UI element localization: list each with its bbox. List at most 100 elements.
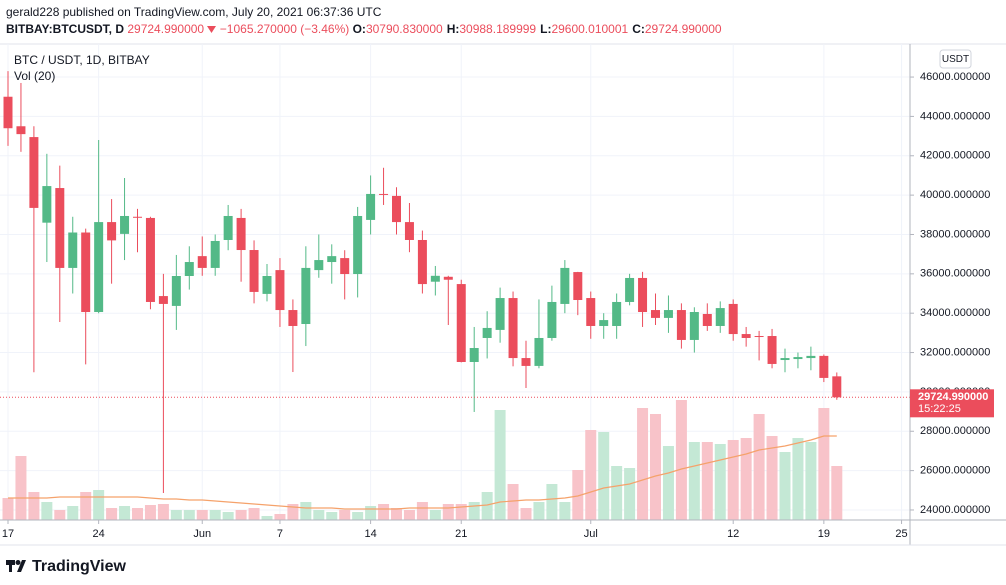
volume-bar — [416, 502, 428, 520]
candle-body — [728, 303, 738, 335]
x-tick-label: 14 — [364, 528, 376, 540]
candle-body — [819, 355, 829, 378]
y-tick-label: 24000.000000 — [920, 504, 990, 516]
volume-bar — [701, 442, 713, 520]
volume-bar — [507, 484, 519, 520]
ohlc-label: H: — [446, 22, 460, 36]
candle-body — [171, 275, 181, 306]
candle-body — [197, 256, 207, 268]
candle-body — [676, 310, 686, 340]
volume-bar — [287, 504, 299, 520]
symbol-line: BITBAY:BTCUSDT, D 29724.990000 −1065.270… — [6, 22, 726, 36]
volume-bar — [546, 484, 558, 520]
candle-body — [55, 188, 65, 268]
candle-body — [94, 222, 104, 313]
candle-body — [508, 298, 518, 359]
candle-body — [482, 327, 492, 338]
volume-bar — [67, 506, 79, 520]
volume-bar — [572, 470, 584, 520]
x-tick-label: Jun — [193, 528, 211, 540]
candle-body — [586, 298, 596, 326]
volume-bar — [688, 442, 700, 520]
volume-bar — [779, 452, 791, 520]
candle-body — [638, 277, 648, 313]
candle-body — [184, 262, 194, 276]
x-tick-label: 12 — [727, 528, 739, 540]
candle-body — [547, 301, 557, 338]
candle-body — [3, 96, 13, 129]
change: −1065.270000 (−3.46%) — [219, 22, 350, 36]
currency-button[interactable] — [939, 49, 972, 69]
candle-body — [534, 337, 544, 366]
volume-bar — [274, 514, 286, 520]
candle-body — [16, 126, 26, 135]
y-tick-label: 38000.000000 — [920, 228, 990, 240]
candle-body — [314, 260, 324, 271]
candle-body — [702, 313, 712, 326]
volume-bar — [792, 438, 804, 520]
y-tick-label: 28000.000000 — [920, 425, 990, 437]
candle-body — [42, 186, 52, 223]
candle-body — [456, 284, 466, 362]
volume-bar — [831, 466, 843, 520]
volume-bar — [248, 508, 260, 520]
ohlc-label: L: — [540, 22, 552, 36]
volume-ma-line — [8, 435, 837, 510]
candle-body — [301, 267, 311, 325]
plot — [0, 71, 910, 520]
price: 29724.990000 — [127, 22, 205, 36]
candle-body — [275, 270, 285, 311]
candle-body — [625, 277, 635, 302]
candle-body — [741, 334, 751, 338]
x-tick-label: 25 — [895, 528, 907, 540]
candle-body — [495, 298, 505, 330]
volume-bar — [119, 506, 131, 520]
volume-bar — [93, 490, 105, 520]
volume-bar — [28, 492, 40, 520]
ohlc-value: 29600.010001 — [551, 22, 629, 36]
candle-body — [780, 358, 790, 361]
volume-bar — [442, 504, 454, 520]
candle-body — [107, 222, 117, 241]
publisher-line: gerald228 published on TradingView.com, … — [6, 5, 382, 19]
candle-body — [832, 376, 842, 398]
volume-title: Vol (20) — [14, 69, 55, 83]
logo — [6, 560, 26, 572]
volume-bar — [261, 516, 273, 520]
x-tick-label: 24 — [93, 528, 105, 540]
volume-bar — [378, 504, 390, 520]
candle-body — [599, 320, 609, 326]
volume-bar — [805, 442, 817, 520]
volume-bar — [455, 504, 467, 520]
volume-bar — [80, 492, 92, 520]
x-tick-label: 17 — [2, 528, 14, 540]
ohlc-value: 30790.830000 — [365, 22, 443, 36]
volume-bar — [15, 456, 27, 520]
volume-bar — [533, 502, 545, 520]
candle-body — [689, 312, 699, 340]
candle-body — [793, 357, 803, 360]
volume-bar — [170, 510, 182, 520]
y-tick-label: 40000.000000 — [920, 189, 990, 201]
volume-bar — [196, 510, 208, 520]
candle-body — [81, 232, 91, 313]
candle-body — [469, 348, 479, 362]
candle-body — [573, 272, 583, 301]
y-tick-label: 36000.000000 — [920, 268, 990, 280]
x-tick-label: 21 — [455, 528, 467, 540]
candle-body — [404, 222, 414, 240]
last-price-tag — [910, 389, 994, 418]
volume-bar — [106, 508, 118, 520]
candle-body — [340, 258, 350, 275]
volume-bar — [520, 508, 532, 520]
volume-bar — [403, 510, 415, 520]
volume-bar — [624, 468, 636, 520]
candle-body — [236, 217, 246, 251]
brand: TradingView — [32, 558, 127, 575]
candle-body — [612, 301, 622, 326]
candle-body — [29, 137, 39, 208]
volume-bar — [183, 510, 195, 520]
candle-body — [288, 310, 298, 326]
last-price-label: 29724.990000 — [918, 391, 988, 403]
